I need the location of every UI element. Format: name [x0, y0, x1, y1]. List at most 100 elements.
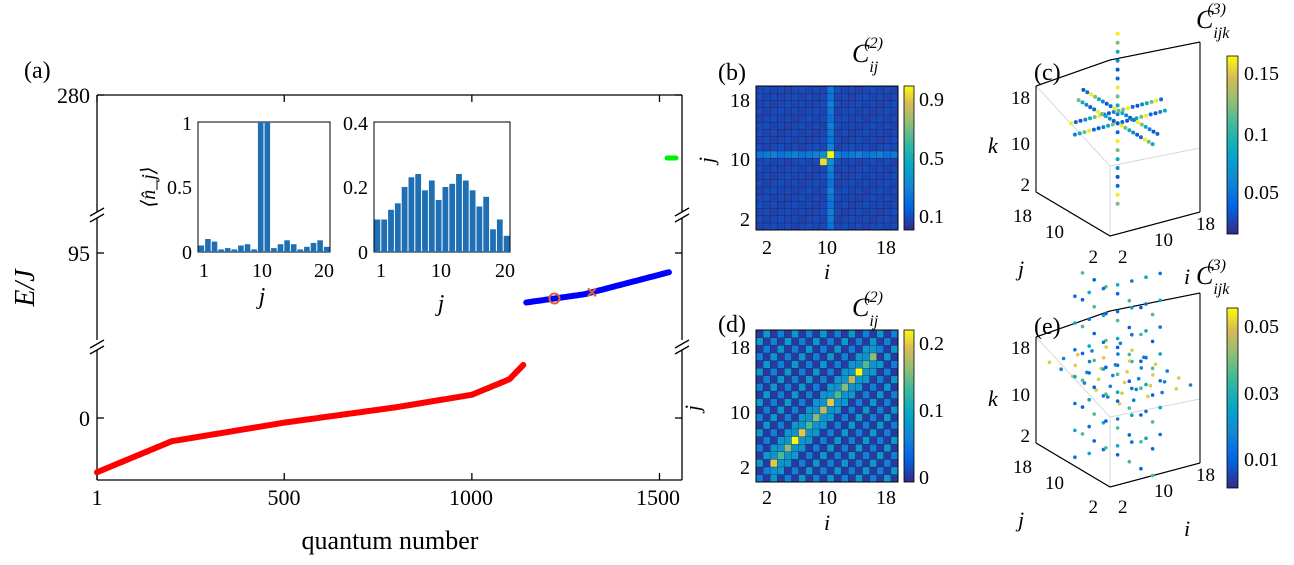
cell-2-3 [762, 208, 771, 216]
cell-7-2 [798, 215, 807, 224]
cell-16-5 [862, 193, 870, 202]
cell-3-16 [770, 114, 778, 123]
cell-10-2 [819, 466, 828, 475]
marker-circle [548, 292, 561, 305]
cell-7-3 [798, 459, 807, 468]
cell-9-7 [812, 179, 821, 188]
cell-5-11 [784, 150, 792, 159]
point-118 [1158, 298, 1162, 303]
point-2 [1115, 201, 1120, 206]
cell-9-16 [812, 114, 821, 123]
cell-16-10 [862, 157, 870, 166]
cell-9-15 [812, 121, 821, 130]
cell-17-6 [869, 436, 878, 445]
point-44 [1124, 113, 1129, 118]
point-128 [1080, 378, 1085, 383]
cell-15-15 [855, 367, 863, 376]
cell-14-4 [848, 451, 856, 460]
cell-5-20 [784, 329, 792, 338]
cell-4-11 [777, 398, 785, 407]
bar-11 [442, 187, 449, 252]
cell-14-5 [848, 193, 856, 202]
inset-2-ytick-0.2: 0.2 [343, 177, 368, 199]
cell-16-5 [862, 443, 870, 452]
cell-6-1 [791, 222, 799, 231]
point-18 [1083, 117, 1088, 122]
cell-20-13 [890, 383, 899, 392]
point-16 [1094, 388, 1098, 392]
cell-9-3 [812, 459, 821, 468]
point-32 [1115, 148, 1120, 153]
cell-20-8 [890, 421, 899, 430]
cell-11-18 [826, 100, 835, 108]
cell-14-5 [848, 443, 856, 452]
cell-17-8 [869, 172, 878, 180]
cell-8-19 [805, 337, 814, 346]
cell-2-2 [762, 466, 771, 475]
cell-2-9 [762, 413, 771, 422]
cell-11-19 [826, 337, 835, 346]
point-47 [1127, 325, 1132, 330]
cell-7-6 [798, 186, 807, 195]
cell-17-13 [869, 383, 878, 392]
point-137 [1130, 279, 1134, 283]
cell-3-10 [770, 157, 778, 166]
point-6 [1146, 139, 1151, 144]
cell-7-12 [798, 143, 807, 152]
point-115 [1115, 309, 1120, 314]
cell-1-10 [755, 405, 764, 414]
panel-e-klabel: k [988, 386, 999, 411]
cell-20-10 [890, 157, 899, 166]
point-93 [1101, 340, 1106, 345]
cell-18-13 [876, 383, 885, 392]
cell-11-3 [826, 459, 835, 468]
cell-11-13 [826, 383, 835, 392]
point-78 [1148, 383, 1153, 388]
inset-1-ytick-1: 1 [182, 113, 192, 135]
cell-13-17 [841, 352, 849, 361]
point-134 [1087, 290, 1091, 295]
point-68 [1130, 104, 1135, 109]
cell-2-13 [762, 136, 771, 144]
point-70 [1139, 114, 1144, 119]
point-15 [1087, 128, 1092, 133]
cell-3-18 [770, 345, 778, 354]
cell-6-9 [791, 165, 799, 173]
point-50 [1087, 397, 1091, 402]
point-116 [1130, 306, 1134, 310]
cell-15-7 [855, 179, 863, 188]
cell-18-9 [876, 413, 885, 422]
cell-8-4 [805, 201, 814, 209]
cell-19-7 [883, 179, 892, 188]
cell-16-8 [862, 172, 870, 180]
cell-19-7 [883, 428, 892, 437]
cell-20-13 [890, 136, 899, 144]
cell-6-14 [791, 375, 799, 384]
bar-17 [483, 196, 490, 253]
cell-17-1 [869, 474, 878, 483]
point-22 [1139, 440, 1143, 444]
cell-18-9 [876, 165, 885, 173]
cell-10-10 [819, 405, 828, 414]
point-112 [1073, 321, 1077, 325]
point-82 [1101, 356, 1106, 360]
cell-10-7 [819, 428, 828, 437]
point-48 [1111, 110, 1116, 114]
point-46 [1127, 352, 1132, 357]
cell-6-19 [791, 337, 799, 346]
series-low-band [94, 361, 527, 476]
cell-12-14 [833, 129, 842, 137]
point-31 [1127, 128, 1132, 133]
cell-11-13 [826, 136, 835, 144]
cell-4-5 [777, 443, 785, 452]
cell-3-4 [770, 451, 778, 460]
point-138 [1144, 275, 1148, 280]
cell-3-8 [770, 421, 778, 430]
cell-6-17 [791, 107, 799, 116]
point-65 [1115, 399, 1120, 403]
cell-15-2 [855, 215, 863, 224]
cell-5-7 [784, 428, 792, 437]
cell-2-5 [762, 193, 771, 202]
cell-18-5 [876, 193, 885, 202]
cell-3-20 [770, 85, 778, 94]
